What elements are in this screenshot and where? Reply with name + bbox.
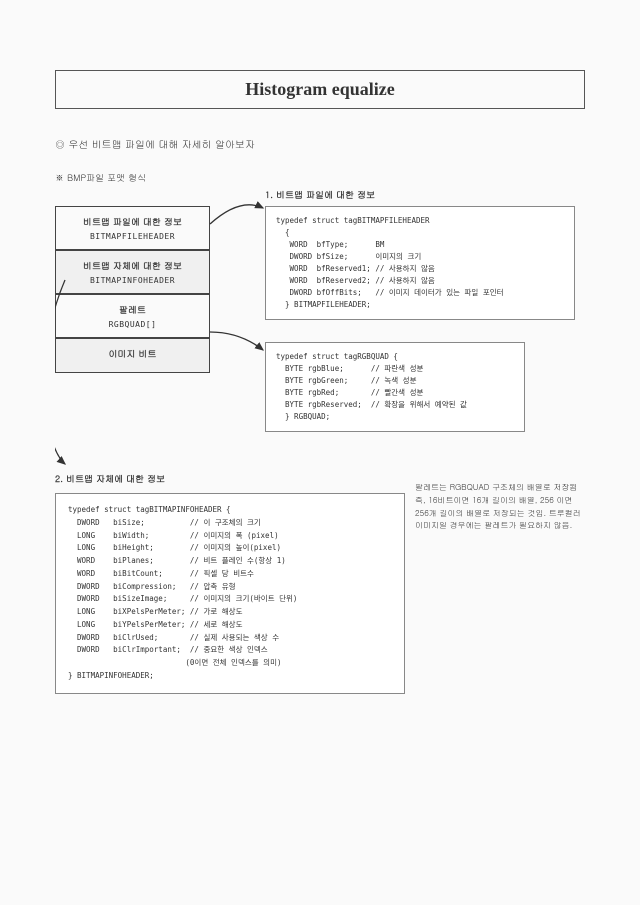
stack-label: 이미지 비트 bbox=[60, 347, 205, 360]
section1-label: 1. 비트맵 파일에 대한 정보 bbox=[265, 188, 375, 201]
page-title-box: Histogram equalize bbox=[55, 70, 585, 109]
side-note: 팔레트는 RGBQUAD 구조체의 배열로 저장됨 즉, 16비트이면 16개 … bbox=[415, 482, 585, 533]
bmp-format-stack: 비트맵 파일에 대한 정보 BITMAPFILEHEADER 비트맵 자체에 대… bbox=[55, 206, 210, 373]
stack-label: 비트맵 자체에 대한 정보 bbox=[60, 259, 205, 272]
sub-intro-text: ※ BMP파일 포맷 형식 bbox=[55, 171, 585, 184]
code-bitmapfileheader: typedef struct tagBITMAPFILEHEADER { WOR… bbox=[265, 206, 575, 320]
bottom-area: 2. 비트맵 자체에 대한 정보 typedef struct tagBITMA… bbox=[55, 472, 585, 694]
stack-palette: 팔레트 RGBQUAD[] bbox=[55, 294, 210, 338]
code-bitmapinfoheader: typedef struct tagBITMAPINFOHEADER { DWO… bbox=[55, 493, 405, 694]
stack-sublabel: BITMAPINFOHEADER bbox=[60, 276, 205, 285]
stack-sublabel: BITMAPFILEHEADER bbox=[60, 232, 205, 241]
stack-label: 팔레트 bbox=[60, 303, 205, 316]
intro-text: ◎ 우선 비트맵 파일에 대해 자세히 알아보자 bbox=[55, 137, 585, 151]
code-rgbquad: typedef struct tagRGBQUAD { BYTE rgbBlue… bbox=[265, 342, 525, 432]
page-title: Histogram equalize bbox=[245, 79, 394, 99]
stack-infoheader: 비트맵 자체에 대한 정보 BITMAPINFOHEADER bbox=[55, 250, 210, 294]
stack-label: 비트맵 파일에 대한 정보 bbox=[60, 215, 205, 228]
top-diagram-area: 1. 비트맵 파일에 대한 정보 비트맵 파일에 대한 정보 BITMAPFIL… bbox=[55, 192, 585, 472]
stack-sublabel: RGBQUAD[] bbox=[60, 320, 205, 329]
stack-imagebits: 이미지 비트 bbox=[55, 338, 210, 373]
stack-fileheader: 비트맵 파일에 대한 정보 BITMAPFILEHEADER bbox=[55, 206, 210, 250]
